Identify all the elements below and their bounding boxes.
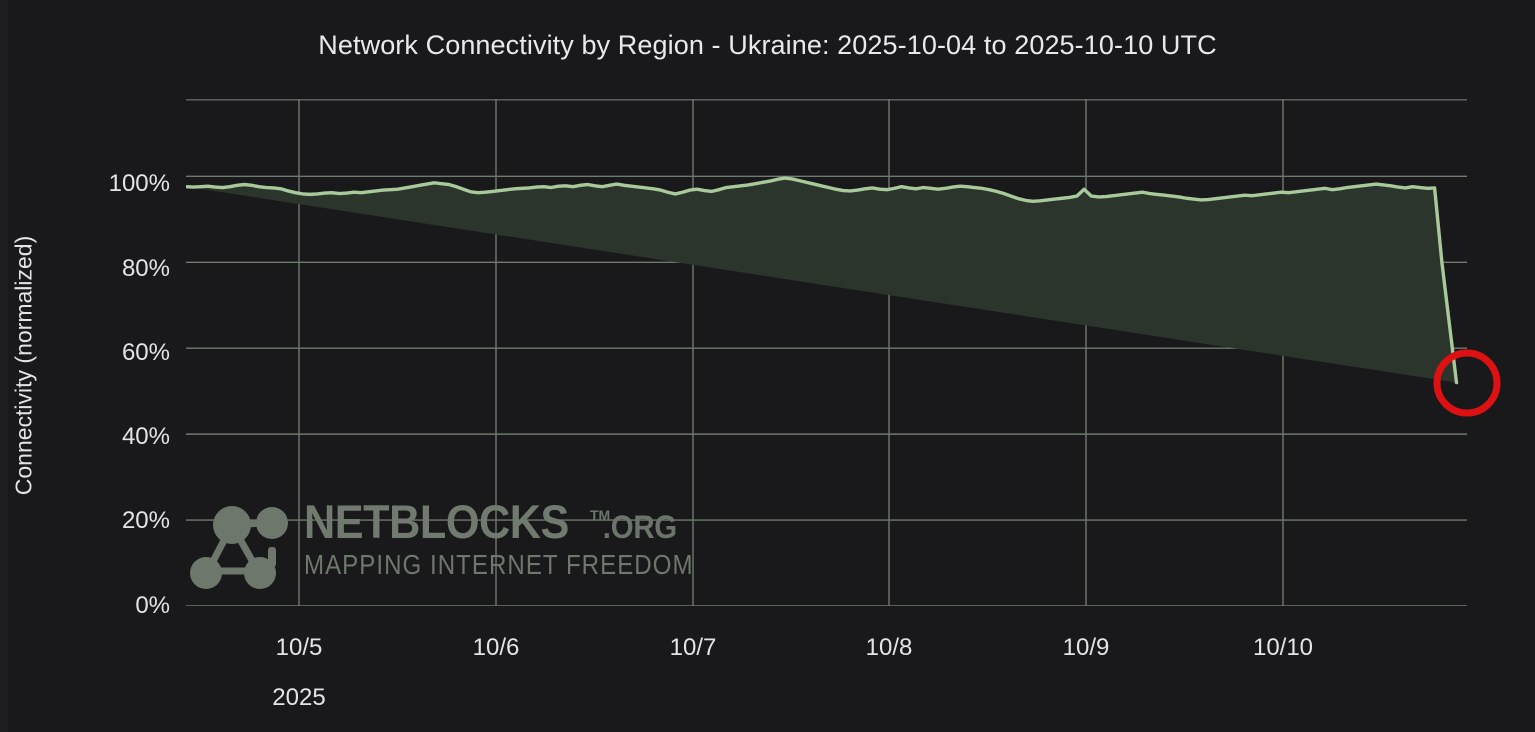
y-tick-label-100: 100% [108,170,170,197]
x-tick-label-10-6: 10/6 [472,634,520,661]
plot-area [186,99,1467,606]
chart-title: Network Connectivity by Region - Ukraine… [318,30,1217,60]
x-tick-label-10-7: 10/7 [669,634,717,661]
y-axis-tick-labels: 0% 20% 40% 60% 80% 100% [20,0,170,732]
left-edge-strip [0,0,8,732]
x-tick-label-10-5: 10/5 [275,634,323,661]
y-tick-label-80: 80% [121,255,170,282]
y-tick-label-40: 40% [121,423,170,450]
y-tick-label-20: 20% [121,507,170,534]
y-tick-label-0: 0% [135,592,170,619]
series-line [186,176,1459,385]
x-tick-label-10-8: 10/8 [865,634,913,661]
y-tick-label-60: 60% [121,339,170,366]
x-axis-year-label: 2025 [272,684,326,711]
x-tick-label-10-9: 10/9 [1062,634,1110,661]
x-tick-label-10-10: 10/10 [1252,634,1314,661]
plot-svg [186,99,1467,606]
series-area-fill [186,178,1457,383]
